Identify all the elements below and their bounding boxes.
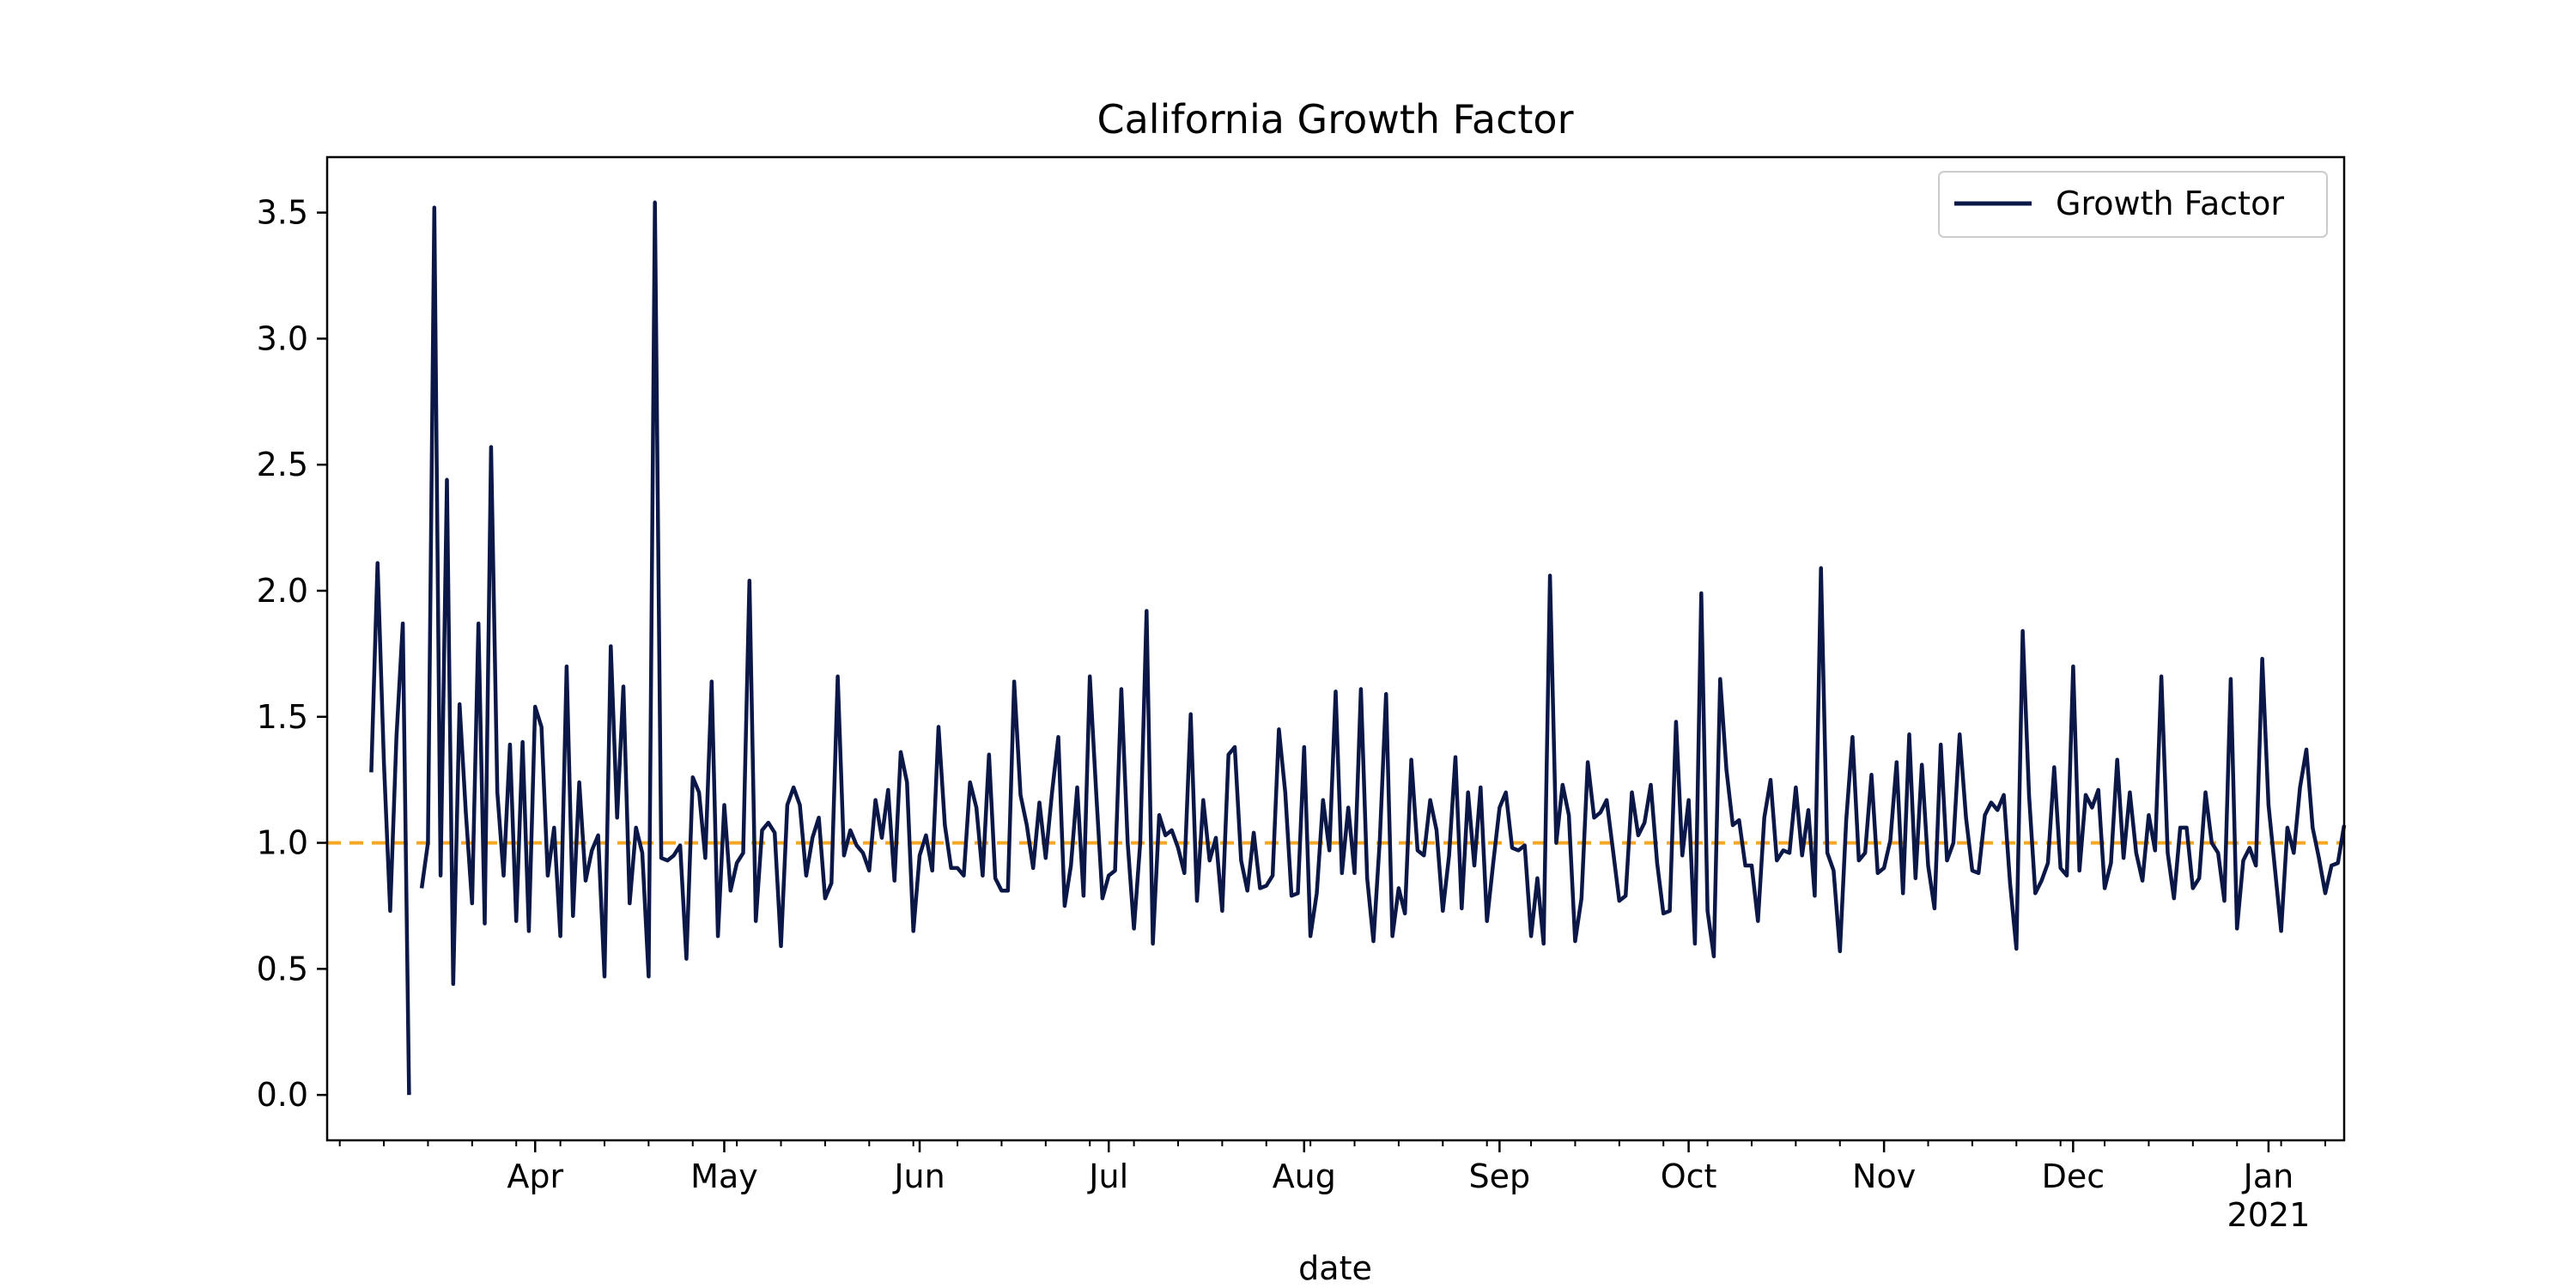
x-tick-label: Dec: [2042, 1157, 2105, 1195]
x-tick-label: Aug: [1273, 1157, 1336, 1195]
x-tick-sublabel: 2021: [2227, 1196, 2311, 1234]
x-tick-label: Apr: [507, 1157, 563, 1195]
y-tick-label: 2.0: [257, 572, 308, 610]
x-tick-label: Nov: [1852, 1157, 1916, 1195]
y-tick-label: 3.0: [257, 319, 308, 357]
chart-title: California Growth Factor: [1097, 96, 1574, 143]
series-line-growth-factor: [369, 200, 2347, 1096]
x-tick-label: Jul: [1087, 1157, 1128, 1195]
plot-area: [327, 200, 2347, 1096]
x-axis-label: date: [1298, 1249, 1372, 1287]
y-tick-label: 3.5: [257, 194, 308, 232]
x-tick-label: Oct: [1661, 1157, 1717, 1195]
x-tick-label: Jun: [892, 1157, 945, 1195]
y-tick-label: 1.5: [257, 698, 308, 736]
x-tick-label: Sep: [1469, 1157, 1531, 1195]
y-tick-label: 1.0: [257, 824, 308, 862]
legend-label: Growth Factor: [2056, 185, 2284, 222]
plot-frame: [325, 155, 2346, 1142]
legend: Growth Factor: [1938, 171, 2328, 238]
x-tick-label: May: [690, 1157, 758, 1195]
y-tick-label: 2.5: [257, 446, 308, 483]
legend-box: [1938, 171, 2328, 238]
y-tick-label: 0.0: [257, 1076, 308, 1114]
y-axis: 0.0 0.5 1.0 1.5 2.0 2.5 3.0 3.5: [257, 194, 327, 1114]
y-tick-label: 0.5: [257, 950, 308, 987]
x-tick-label: Jan: [2242, 1157, 2294, 1195]
